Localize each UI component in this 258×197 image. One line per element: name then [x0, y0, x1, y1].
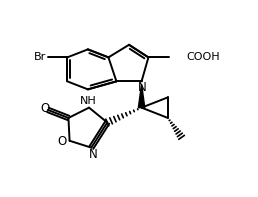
- Text: N: N: [89, 148, 98, 161]
- Text: N: N: [138, 81, 147, 94]
- Text: O: O: [41, 102, 50, 115]
- Text: NH: NH: [79, 96, 96, 106]
- Polygon shape: [138, 84, 145, 108]
- Text: COOH: COOH: [186, 52, 220, 62]
- Text: Br: Br: [34, 52, 46, 62]
- Text: O: O: [57, 135, 66, 148]
